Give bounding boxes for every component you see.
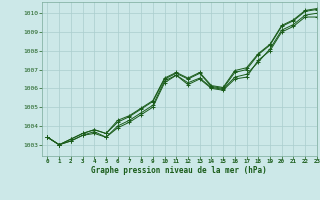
X-axis label: Graphe pression niveau de la mer (hPa): Graphe pression niveau de la mer (hPa)	[91, 166, 267, 175]
